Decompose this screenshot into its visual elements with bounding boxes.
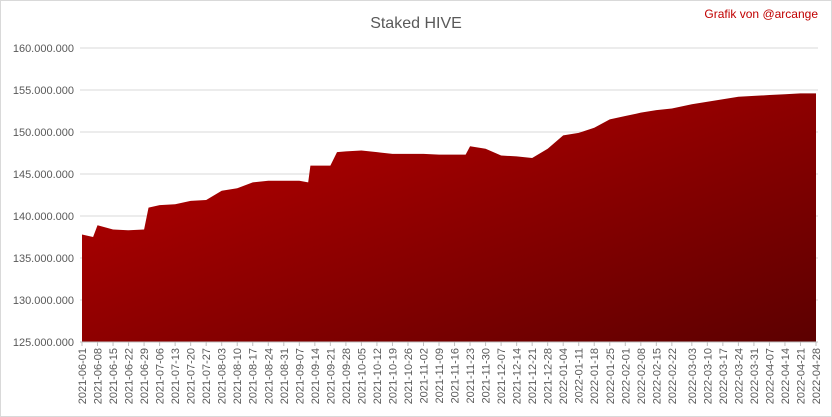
x-tick-label: 2022-03-17 [718, 348, 730, 404]
x-tick-label: 2021-11-02 [418, 348, 430, 403]
x-tick-label: 2021-06-01 [77, 348, 89, 404]
x-tick-label: 2022-03-31 [749, 348, 761, 404]
x-tick-label: 2021-06-29 [139, 348, 151, 404]
x-tick-label: 2022-01-04 [558, 348, 570, 404]
x-tick-label: 2021-08-24 [263, 348, 275, 404]
y-tick-label: 135.000.000 [13, 253, 74, 265]
x-tick-label: 2021-09-14 [310, 348, 322, 404]
x-tick-label: 2022-02-22 [667, 348, 679, 404]
x-tick-label: 2021-12-28 [543, 348, 555, 404]
x-tick-label: 2021-07-13 [170, 348, 182, 404]
y-tick-label: 130.000.000 [13, 295, 74, 307]
y-tick-label: 145.000.000 [13, 169, 74, 181]
x-tick-label: 2021-08-17 [248, 348, 260, 404]
x-tick-label: 2022-01-18 [589, 348, 601, 404]
y-tick-label: 125.000.000 [13, 337, 74, 349]
x-tick-label: 2021-11-09 [434, 348, 446, 403]
x-tick-label: 2022-03-24 [733, 348, 745, 404]
x-tick-label: 2021-06-08 [93, 348, 105, 404]
x-tick-label: 2021-08-10 [232, 348, 244, 404]
x-tick-label: 2021-10-19 [387, 348, 399, 404]
x-tick-label: 2021-09-21 [325, 348, 337, 404]
x-tick-label: 2021-07-20 [186, 348, 198, 404]
x-tick-label: 2022-04-14 [780, 348, 792, 404]
annotation: Grafik von @arcange [704, 7, 818, 21]
x-tick-label: 2021-10-12 [372, 348, 384, 404]
x-tick-label: 2021-06-22 [124, 348, 136, 404]
x-tick-label: 2022-02-08 [636, 348, 648, 404]
x-tick-label: 2022-04-28 [811, 348, 823, 404]
x-tick-label: 2022-02-01 [620, 348, 632, 404]
x-tick-label: 2022-03-03 [687, 348, 699, 404]
x-tick-label: 2022-04-07 [764, 348, 776, 404]
x-tick-label: 2021-11-16 [450, 348, 462, 403]
x-tick-label: 2021-11-23 [465, 348, 477, 403]
x-tick-label: 2021-12-07 [496, 348, 508, 404]
x-tick-label: 2021-08-31 [279, 348, 291, 404]
x-tick-label: 2021-07-06 [155, 348, 167, 404]
chart-title: Staked HIVE [370, 15, 462, 32]
x-tick-label: 2022-03-10 [702, 348, 714, 404]
x-tick-label: 2021-11-30 [481, 348, 493, 403]
x-tick-label: 2021-06-15 [108, 348, 120, 404]
x-tick-label: 2022-01-25 [605, 348, 617, 404]
x-tick-label: 2021-09-07 [294, 348, 306, 404]
x-tick-label: 2021-10-05 [356, 348, 368, 404]
x-tick-label: 2022-02-15 [651, 348, 663, 404]
x-tick-label: 2021-12-14 [512, 348, 524, 404]
x-tick-label: 2022-01-11 [574, 348, 586, 403]
x-tick-label: 2021-08-03 [217, 348, 229, 404]
x-tick-label: 2021-07-27 [201, 348, 213, 404]
y-tick-label: 155.000.000 [13, 85, 74, 97]
y-tick-label: 160.000.000 [13, 43, 74, 55]
x-tick-label: 2021-09-28 [341, 348, 353, 404]
x-tick-label: 2022-04-21 [795, 348, 807, 404]
x-tick-label: 2021-12-21 [527, 348, 539, 404]
y-tick-label: 140.000.000 [13, 211, 74, 223]
y-tick-label: 150.000.000 [13, 127, 74, 139]
area [82, 93, 816, 342]
x-tick-label: 2021-10-26 [403, 348, 415, 404]
